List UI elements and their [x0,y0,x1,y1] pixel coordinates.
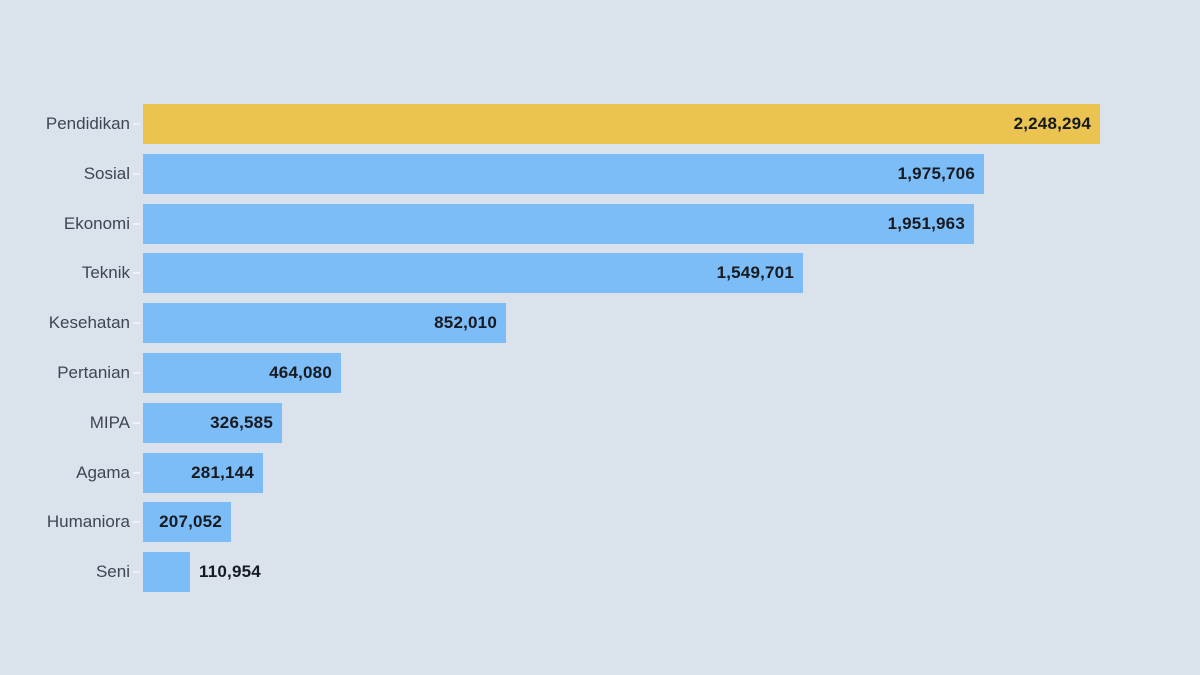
value-label: 207,052 [159,512,222,532]
value-label: 1,975,706 [897,163,975,183]
bar-row: Sosial 1,975,706 [0,153,1200,194]
bar-row: MIPA 326,585 [0,402,1200,443]
category-label: Humaniora [46,512,130,532]
axis-tick [133,222,140,225]
category-label: MIPA [89,412,130,432]
bar-row: Pendidikan 2,248,294 [0,104,1200,144]
axis-tick-zone [130,471,143,474]
value-label: 464,080 [269,362,332,382]
value-label: 326,585 [210,412,273,432]
axis-tick-zone [130,222,143,225]
axis-tick [133,571,140,574]
bar-track: 1,549,701 [143,253,1200,294]
value-label: 2,248,294 [1013,114,1091,133]
axis-tick [133,471,140,474]
category-label: Sosial [83,163,130,183]
category-label: Kesehatan [48,313,130,333]
bar-row: Humaniora 207,052 [0,502,1200,543]
bar-track: 207,052 [143,502,1200,543]
bar-track: 110,954 [143,552,1200,593]
category-label: Agama [76,462,130,482]
axis-tick [133,322,140,325]
category-label: Pertanian [57,362,130,382]
bar: 1,975,706 [143,153,984,194]
bar: 207,052 [143,502,231,543]
bar-highlighted: 2,248,294 [143,104,1100,144]
bar-rows: Pendidikan 2,248,294 Sosial 1,975,706 Ekonom… [0,104,1200,593]
bar: 281,144 [143,452,263,493]
bar: 464,080 [143,352,341,393]
bar-row: Teknik 1,549,701 [0,253,1200,294]
category-label: Pendidikan [45,114,130,133]
category-label: Teknik [81,263,130,283]
bar: 1,951,963 [143,203,974,244]
bar-track: 1,975,706 [143,153,1200,194]
bar-track: 281,144 [143,452,1200,493]
bar-row: Seni 110,954 [0,552,1200,593]
bar-row: Pertanian 464,080 [0,352,1200,393]
bar-row: Kesehatan 852,010 [0,303,1200,344]
axis-tick [133,123,140,125]
axis-tick-zone [130,272,143,275]
axis-tick-zone [130,322,143,325]
value-label: 1,549,701 [716,263,794,283]
value-label: 281,144 [191,462,254,482]
bar-track: 1,951,963 [143,203,1200,244]
axis-tick [133,371,140,374]
value-label: 1,951,963 [887,213,965,233]
bar-track: 326,585 [143,402,1200,443]
axis-tick-zone [130,421,143,424]
bar [143,552,190,593]
axis-tick [133,272,140,275]
axis-tick [133,521,140,524]
bar: 1,549,701 [143,253,803,294]
bar-track: 852,010 [143,303,1200,344]
bar-track: 464,080 [143,352,1200,393]
axis-tick-zone [130,371,143,374]
axis-tick-zone [130,123,143,125]
bar-track: 2,248,294 [143,104,1200,144]
axis-tick [133,421,140,424]
value-label: 110,954 [199,562,261,582]
bar-chart: Pendidikan 2,248,294 Sosial 1,975,706 Ekonom… [0,104,1200,602]
axis-tick-zone [130,571,143,574]
bar: 326,585 [143,402,282,443]
value-label: 852,010 [434,313,497,333]
axis-tick [133,172,140,175]
bar: 852,010 [143,303,506,344]
category-label: Seni [95,562,130,582]
axis-tick-zone [130,521,143,524]
category-label: Ekonomi [63,213,130,233]
axis-tick-zone [130,172,143,175]
bar-row: Ekonomi 1,951,963 [0,203,1200,244]
bar-row: Agama 281,144 [0,452,1200,493]
